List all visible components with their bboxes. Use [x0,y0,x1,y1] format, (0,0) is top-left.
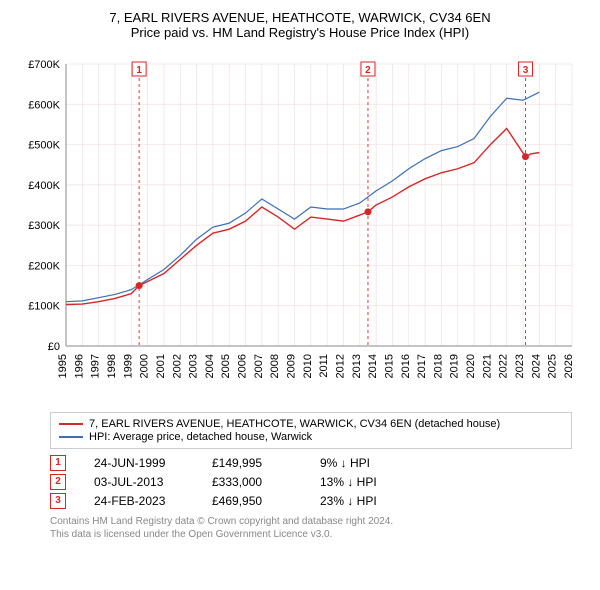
sale-row: 3 24-FEB-2023 £469,950 23% ↓ HPI [50,493,572,509]
svg-text:1995: 1995 [57,354,69,378]
svg-text:2016: 2016 [400,354,412,378]
svg-text:1999: 1999 [122,354,134,378]
chart-title: 7, EARL RIVERS AVENUE, HEATHCOTE, WARWIC… [10,10,590,40]
svg-text:£200K: £200K [28,260,60,272]
svg-text:2009: 2009 [286,354,298,378]
svg-text:2020: 2020 [465,354,477,378]
svg-text:2025: 2025 [547,354,559,378]
svg-text:£100K: £100K [28,301,60,313]
attribution-line1: Contains HM Land Registry data © Crown c… [50,515,572,528]
sale-row: 2 03-JUL-2013 £333,000 13% ↓ HPI [50,474,572,490]
svg-text:2019: 2019 [449,354,461,378]
svg-text:2006: 2006 [237,354,249,378]
sale-date: 24-FEB-2023 [94,494,184,508]
svg-text:1997: 1997 [90,354,102,378]
sale-marker: 3 [50,493,66,509]
svg-text:£700K: £700K [28,59,60,71]
svg-text:1: 1 [136,65,142,76]
legend-item-hpi: HPI: Average price, detached house, Warw… [59,431,563,443]
svg-text:2011: 2011 [318,354,330,378]
attribution-line2: This data is licensed under the Open Gov… [50,528,572,541]
sale-row: 1 24-JUN-1999 £149,995 9% ↓ HPI [50,455,572,471]
legend-label-hpi: HPI: Average price, detached house, Warw… [89,431,312,443]
svg-text:£500K: £500K [28,140,60,152]
svg-text:2014: 2014 [367,354,379,378]
svg-text:2018: 2018 [432,354,444,378]
title-line1: 7, EARL RIVERS AVENUE, HEATHCOTE, WARWIC… [10,10,590,25]
sale-marker: 1 [50,455,66,471]
line-chart: £0 £100K £200K £300K £400K £500K £600K £700K 199… [20,46,580,406]
svg-text:2002: 2002 [171,354,183,378]
svg-text:2005: 2005 [220,354,232,378]
svg-text:3: 3 [523,65,529,76]
svg-text:2026: 2026 [563,354,575,378]
legend-swatch-hpi [59,436,83,438]
svg-text:2004: 2004 [204,354,216,378]
svg-text:£400K: £400K [28,180,60,192]
sale-date: 03-JUL-2013 [94,475,184,489]
svg-text:2013: 2013 [351,354,363,378]
legend-item-property: 7, EARL RIVERS AVENUE, HEATHCOTE, WARWIC… [59,418,563,430]
svg-text:2017: 2017 [416,354,428,378]
svg-text:£600K: £600K [28,99,60,111]
sales-table: 1 24-JUN-1999 £149,995 9% ↓ HPI 2 03-JUL… [50,455,572,509]
svg-text:£0: £0 [48,341,60,353]
sale-diff: 13% ↓ HPI [320,475,430,489]
sale-date: 24-JUN-1999 [94,456,184,470]
sale-price: £469,950 [212,494,292,508]
sale-price: £149,995 [212,456,292,470]
svg-text:2023: 2023 [514,354,526,378]
svg-text:2021: 2021 [481,354,493,378]
svg-text:2007: 2007 [253,354,265,378]
legend: 7, EARL RIVERS AVENUE, HEATHCOTE, WARWIC… [50,412,572,449]
svg-text:2015: 2015 [383,354,395,378]
svg-text:2008: 2008 [269,354,281,378]
sale-price: £333,000 [212,475,292,489]
svg-text:2010: 2010 [302,354,314,378]
svg-text:2: 2 [365,65,371,76]
svg-text:2012: 2012 [334,354,346,378]
svg-text:1996: 1996 [73,354,85,378]
svg-text:2024: 2024 [530,354,542,378]
svg-text:2001: 2001 [155,354,167,378]
sale-diff: 9% ↓ HPI [320,456,430,470]
title-line2: Price paid vs. HM Land Registry's House … [10,25,590,40]
svg-text:2003: 2003 [188,354,200,378]
legend-swatch-property [59,423,83,425]
chart-svg: £0 £100K £200K £300K £400K £500K £600K £700K 199… [20,46,580,406]
svg-text:2000: 2000 [139,354,151,378]
sale-diff: 23% ↓ HPI [320,494,430,508]
svg-text:1998: 1998 [106,354,118,378]
legend-label-property: 7, EARL RIVERS AVENUE, HEATHCOTE, WARWIC… [89,418,500,430]
svg-text:2022: 2022 [498,354,510,378]
attribution: Contains HM Land Registry data © Crown c… [50,515,572,541]
svg-text:£300K: £300K [28,220,60,232]
sale-marker: 2 [50,474,66,490]
